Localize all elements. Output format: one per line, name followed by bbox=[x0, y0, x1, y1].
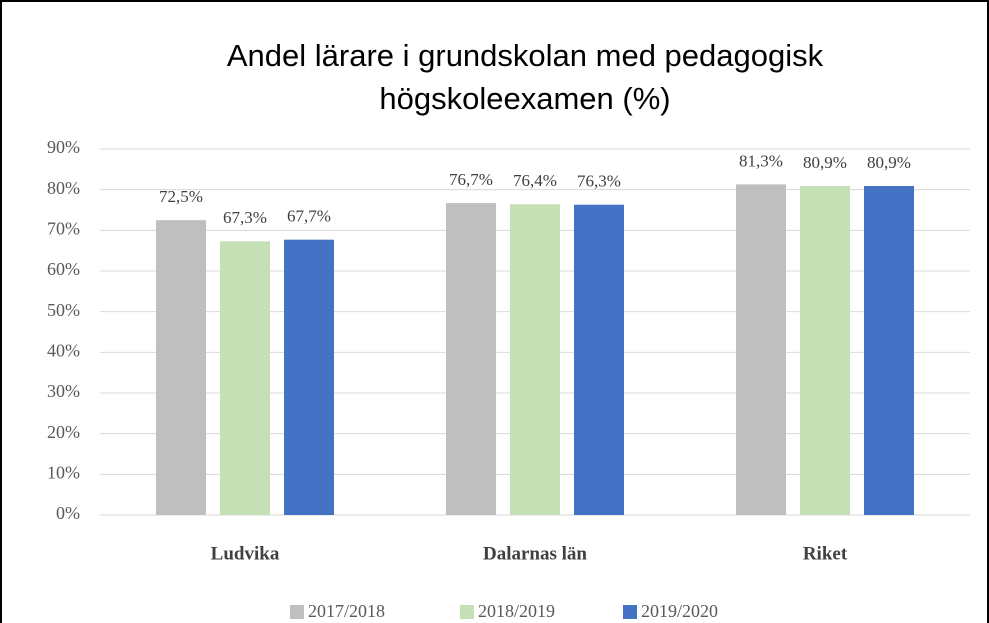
value-label: 76,3% bbox=[577, 172, 621, 191]
y-tick-label: 60% bbox=[47, 259, 80, 279]
y-tick-label: 30% bbox=[47, 381, 80, 401]
value-label: 72,5% bbox=[159, 187, 203, 206]
legend-label: 2018/2019 bbox=[478, 601, 555, 621]
legend-swatch bbox=[290, 605, 304, 619]
legend-label: 2019/2020 bbox=[641, 601, 718, 621]
y-tick-label: 40% bbox=[47, 340, 80, 360]
chart-title: högskoleexamen (%) bbox=[379, 81, 670, 116]
bar bbox=[510, 204, 560, 515]
x-tick-label: Ludvika bbox=[211, 543, 280, 564]
legend-swatch bbox=[623, 605, 637, 619]
bar bbox=[736, 184, 786, 515]
x-tick-label: Dalarnas län bbox=[483, 543, 587, 564]
value-label: 76,7% bbox=[449, 170, 493, 189]
y-tick-label: 0% bbox=[56, 503, 80, 523]
y-tick-label: 10% bbox=[47, 462, 80, 482]
legend-label: 2017/2018 bbox=[308, 601, 385, 621]
legend-swatch bbox=[460, 605, 474, 619]
bar bbox=[800, 186, 850, 516]
bar bbox=[284, 239, 334, 516]
value-label: 80,9% bbox=[867, 153, 911, 172]
value-label: 67,7% bbox=[287, 207, 331, 226]
y-tick-label: 50% bbox=[47, 300, 80, 320]
y-tick-label: 80% bbox=[47, 178, 80, 198]
value-label: 81,3% bbox=[739, 151, 783, 170]
value-label: 80,9% bbox=[803, 153, 847, 172]
chart-title: Andel lärare i grundskolan med pedagogis… bbox=[227, 38, 824, 73]
bar bbox=[446, 203, 496, 515]
x-tick-label: Riket bbox=[803, 543, 848, 564]
bar bbox=[156, 220, 206, 515]
y-tick-label: 90% bbox=[47, 137, 80, 157]
value-label: 76,4% bbox=[513, 171, 557, 190]
bar bbox=[574, 204, 624, 516]
y-tick-label: 70% bbox=[47, 218, 80, 238]
y-tick-label: 20% bbox=[47, 422, 80, 442]
bar bbox=[864, 186, 914, 516]
bar bbox=[220, 241, 270, 515]
value-label: 67,3% bbox=[223, 208, 267, 227]
